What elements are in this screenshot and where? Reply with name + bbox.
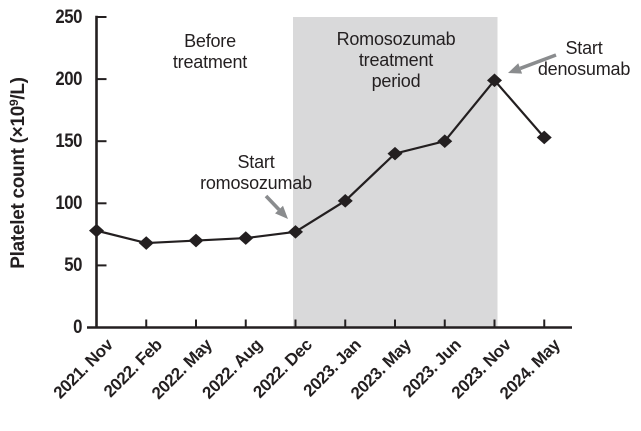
annotation-arrowhead bbox=[508, 63, 523, 74]
annotation-arrow bbox=[519, 53, 557, 71]
data-point-marker bbox=[487, 73, 502, 88]
data-point-marker bbox=[188, 233, 204, 248]
y-tick-label: 100 bbox=[55, 193, 82, 214]
annotation-start-denosumab: Start denosumab bbox=[537, 38, 631, 79]
annotation-arrowhead bbox=[275, 205, 288, 219]
annotation-start-romosozumab: Start romosozumab bbox=[200, 152, 312, 193]
y-axis-title: Platelet count (×109/L) bbox=[2, 33, 29, 313]
y-axis-title-text: /L) bbox=[8, 77, 29, 100]
annotation-romosozumab-treatment-period: Romosozumab treatment period bbox=[336, 29, 456, 91]
annotation-arrow bbox=[264, 194, 281, 211]
annotation-before-treatment: Before treatment bbox=[172, 31, 248, 72]
data-point-marker bbox=[89, 223, 104, 238]
y-tick-label: 0 bbox=[73, 317, 82, 338]
data-point-marker bbox=[288, 225, 303, 239]
romosozumab-treatment-period-region bbox=[293, 17, 498, 328]
data-point-marker bbox=[437, 134, 453, 148]
y-tick-label: 50 bbox=[64, 255, 82, 276]
data-point-marker bbox=[536, 130, 552, 145]
data-point-marker bbox=[238, 231, 254, 245]
y-tick-label: 150 bbox=[55, 131, 82, 152]
y-axis-title-superscript: 9 bbox=[7, 99, 21, 106]
data-point-marker bbox=[138, 236, 154, 250]
y-axis-title-text: Platelet count (×10 bbox=[8, 105, 29, 269]
data-point-marker bbox=[337, 194, 353, 208]
data-point-marker bbox=[387, 146, 403, 161]
platelet-series-line bbox=[96, 78, 546, 245]
y-tick-label: 200 bbox=[55, 69, 82, 90]
y-tick-label: 250 bbox=[55, 7, 82, 28]
